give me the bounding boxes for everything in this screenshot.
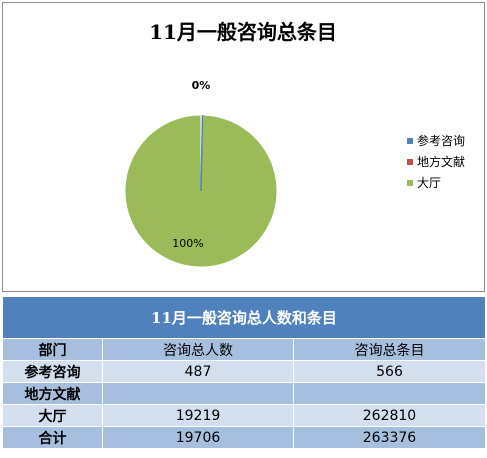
cell-items: 262810: [293, 404, 486, 427]
cell-items: 263376: [293, 426, 486, 449]
cell-people: 487: [102, 360, 294, 383]
cell-people: 19706: [102, 426, 294, 449]
data-label-1: 0%: [192, 79, 211, 92]
header-items: 咨询总条目: [293, 338, 486, 361]
table-row: 大厅 19219 262810: [2, 404, 486, 427]
legend-label-3: 大厅: [417, 176, 441, 190]
table-row: 合计 19706 263376: [2, 426, 486, 449]
data-label-3: 100%: [172, 237, 203, 250]
cell-dept: 合计: [2, 426, 103, 449]
header-dept: 部门: [2, 338, 103, 361]
legend-label-1: 参考咨询: [417, 133, 465, 148]
cell-dept: 大厅: [2, 404, 103, 427]
pie-slice-marker: [200, 114, 204, 192]
chart-title: 11月一般咨询总条目: [149, 20, 337, 44]
table-title: 11月一般咨询总人数和条目: [2, 296, 486, 339]
pie-slices: [124, 114, 278, 268]
summary-table: 11月一般咨询总人数和条目 部门 咨询总人数 咨询总条目 参考咨询 487 56…: [2, 296, 486, 449]
cell-items: 566: [293, 360, 486, 383]
legend-label-2: 地方文献: [417, 154, 465, 169]
cell-people: [102, 382, 294, 405]
cell-dept: 地方文献: [2, 382, 103, 405]
cell-people: 19219: [102, 404, 294, 427]
cell-dept: 参考咨询: [2, 360, 103, 383]
header-people: 咨询总人数: [102, 338, 294, 361]
table-row: 地方文献: [2, 382, 486, 405]
table-row: 参考咨询 487 566: [2, 360, 486, 383]
legend-swatch-3: [407, 180, 413, 186]
legend-swatch-1: [407, 138, 413, 144]
data-labels: 0% 100%: [172, 79, 210, 250]
cell-items: [293, 382, 486, 405]
chart-panel: 11月一般咨询总条目 0% 100% 参考咨询地方文献大厅: [2, 2, 485, 292]
legend-swatch-2: [407, 159, 413, 165]
